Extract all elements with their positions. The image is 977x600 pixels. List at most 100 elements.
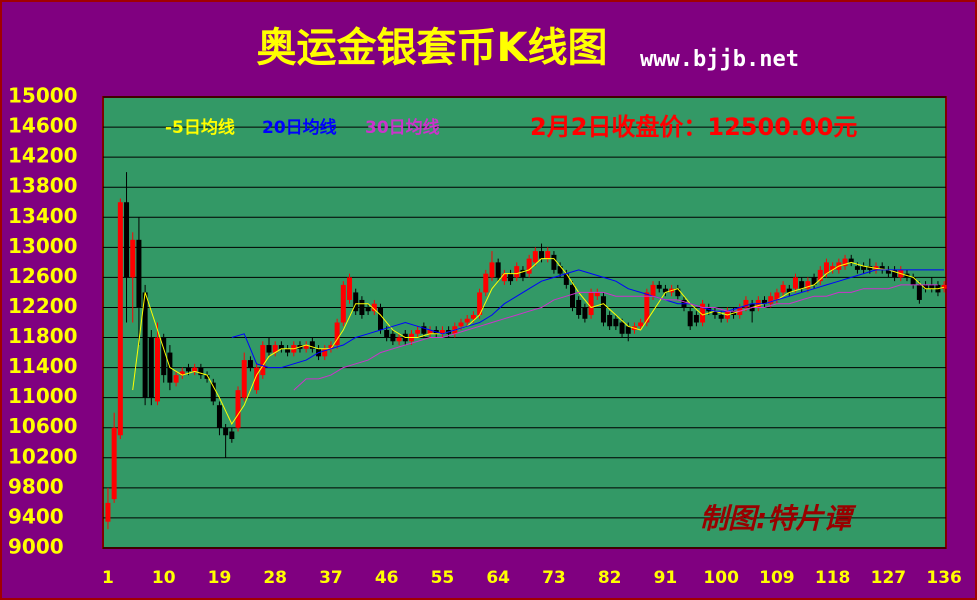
candle-body — [817, 269, 823, 282]
x-tick-label: 136 — [926, 568, 962, 588]
candle-body — [557, 266, 563, 274]
candle-body — [774, 292, 780, 300]
candle-body — [427, 330, 433, 334]
candle-body — [340, 284, 346, 323]
candle-body — [539, 251, 545, 259]
candle-body — [842, 258, 848, 267]
y-tick-label: 12600 — [8, 264, 78, 288]
y-tick-label: 11400 — [8, 354, 78, 378]
candle-body — [768, 296, 774, 304]
candle-body — [656, 284, 662, 289]
candle-body — [477, 292, 483, 315]
y-tick-label: 9400 — [8, 504, 64, 528]
candle-body — [458, 322, 464, 327]
candle-body — [185, 367, 191, 372]
candle-body — [805, 281, 811, 289]
candle-body — [508, 273, 514, 282]
candle-body — [570, 284, 576, 308]
candle-body — [916, 284, 922, 300]
candle-body — [854, 266, 860, 270]
x-tick-label: 10 — [152, 568, 176, 588]
x-tick-label: 127 — [871, 568, 907, 588]
candle-body — [638, 322, 644, 327]
candle-body — [762, 299, 768, 304]
candle-body — [520, 269, 526, 278]
candle-body — [309, 341, 315, 349]
candle-body — [179, 371, 185, 376]
y-tick-label: 14200 — [8, 144, 78, 168]
candle-body — [229, 431, 235, 440]
candle-body — [941, 284, 947, 289]
candle-body — [650, 284, 656, 297]
chart-title: 奥运金银套币K线图 — [257, 25, 608, 71]
candle-body — [563, 273, 569, 285]
candle-body — [377, 307, 383, 331]
x-tick-label: 73 — [542, 568, 566, 588]
candle-body — [130, 239, 136, 278]
candle-body — [111, 427, 117, 500]
candle-body — [514, 266, 520, 278]
x-tick-label: 37 — [319, 568, 343, 588]
candle-body — [545, 251, 551, 259]
x-tick-label: 1 — [102, 568, 114, 588]
x-tick-label: 64 — [486, 568, 510, 588]
y-tick-label: 11000 — [8, 384, 78, 408]
candle-body — [148, 337, 154, 398]
moving-average-line — [293, 284, 938, 391]
x-tick-label: 118 — [815, 568, 851, 588]
candle-body — [303, 345, 309, 349]
candle-body — [328, 345, 334, 349]
x-tick-label: 100 — [703, 568, 739, 588]
x-tick-label: 82 — [598, 568, 622, 588]
moving-average-line — [231, 269, 945, 369]
candle-body — [712, 311, 718, 315]
candle-body — [495, 262, 501, 278]
y-tick-label: 15000 — [8, 84, 78, 108]
candle-body — [155, 337, 161, 402]
candle-body — [124, 202, 130, 278]
candle-body — [743, 299, 749, 308]
candle-body — [192, 367, 198, 372]
y-tick-label: 9000 — [8, 535, 64, 559]
legend-entry: 20日均线 — [262, 117, 337, 138]
candle-body — [693, 314, 699, 323]
y-tick-label: 13800 — [8, 174, 78, 198]
candle-body — [241, 360, 247, 398]
candle-body — [551, 254, 557, 270]
candle-body — [892, 269, 898, 278]
candle-body — [254, 367, 260, 391]
candle-body — [799, 281, 805, 289]
candle-body — [675, 288, 681, 297]
candle-body — [223, 427, 229, 436]
candle-body — [526, 258, 532, 274]
candle-body — [415, 330, 421, 334]
candle-body — [923, 284, 929, 289]
candle-body — [489, 262, 495, 278]
candle-body — [464, 318, 470, 323]
y-tick-label: 12200 — [8, 294, 78, 318]
candle-body — [347, 277, 353, 300]
plot-area — [102, 96, 947, 549]
candle-body — [792, 277, 798, 289]
candle-body — [780, 284, 786, 293]
candle-body — [600, 296, 606, 323]
legend-entry: -5日均线 — [165, 117, 235, 138]
candle-body — [210, 382, 216, 402]
candle-body — [619, 322, 625, 334]
candle-body — [272, 345, 278, 353]
y-tick-label: 13400 — [8, 204, 78, 228]
candle-body — [396, 337, 402, 342]
candle-body — [786, 288, 792, 293]
y-tick-label: 9800 — [8, 474, 64, 498]
candle-body — [142, 292, 148, 398]
candle-body — [662, 288, 668, 293]
candle-body — [161, 337, 167, 376]
candle-body — [439, 330, 445, 334]
y-tick-label: 11800 — [8, 324, 78, 348]
y-tick-label: 14600 — [8, 114, 78, 138]
y-tick-label: 13000 — [8, 234, 78, 258]
candle-body — [235, 390, 241, 428]
candle-body — [136, 239, 142, 308]
candle-body — [353, 292, 359, 312]
